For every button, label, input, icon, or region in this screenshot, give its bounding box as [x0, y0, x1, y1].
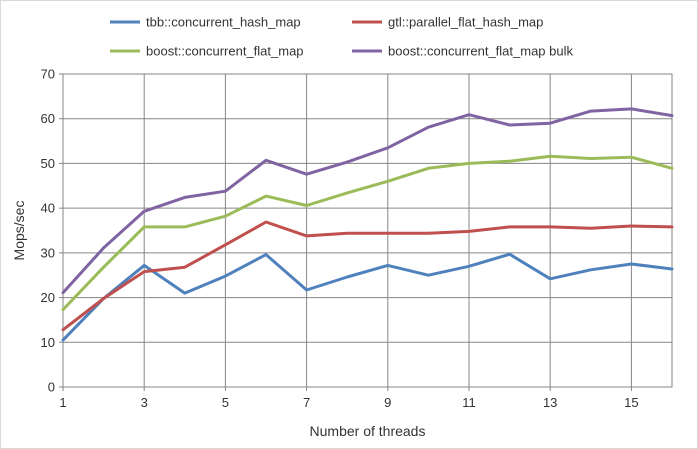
x-tick-label: 5: [222, 395, 229, 410]
x-tick-label: 13: [543, 395, 557, 410]
x-tick-label: 7: [303, 395, 310, 410]
legend-label: boost::concurrent_flat_map bulk: [388, 44, 573, 59]
x-tick-label: 1: [59, 395, 66, 410]
x-axis-ticks: 1 3 5 7 9 11 13 15: [59, 387, 639, 410]
y-axis-ticks: 0 10 20 30 40 50 60 70: [41, 67, 63, 395]
x-tick-label: 9: [384, 395, 391, 410]
series-line-3: [61, 154, 674, 312]
y-tick-label: 20: [41, 290, 55, 305]
y-tick-label: 70: [41, 67, 55, 82]
x-tick-label: 3: [141, 395, 148, 410]
y-tick-label: 40: [41, 201, 55, 216]
x-tick-label: 11: [462, 395, 476, 410]
x-tick-label: 15: [624, 395, 638, 410]
legend: tbb::concurrent_hash_map gtl::parallel_fl…: [110, 15, 573, 59]
y-axis-label: Mops/sec: [11, 201, 27, 261]
series-line-4: [61, 107, 674, 295]
series-lines: [61, 107, 674, 342]
y-tick-label: 50: [41, 156, 55, 171]
x-axis-label: Number of threads: [310, 423, 426, 439]
y-tick-label: 0: [48, 380, 55, 395]
y-tick-label: 30: [41, 245, 55, 260]
legend-label: tbb::concurrent_hash_map: [146, 15, 301, 30]
legend-label: boost::concurrent_flat_map: [146, 44, 304, 59]
series-line-2: [61, 220, 674, 332]
legend-label: gtl::parallel_flat_hash_map: [388, 15, 543, 30]
plot-area: [62, 73, 673, 388]
y-tick-label: 60: [41, 111, 55, 126]
series-line-1: [61, 252, 674, 342]
y-tick-label: 10: [41, 335, 55, 350]
